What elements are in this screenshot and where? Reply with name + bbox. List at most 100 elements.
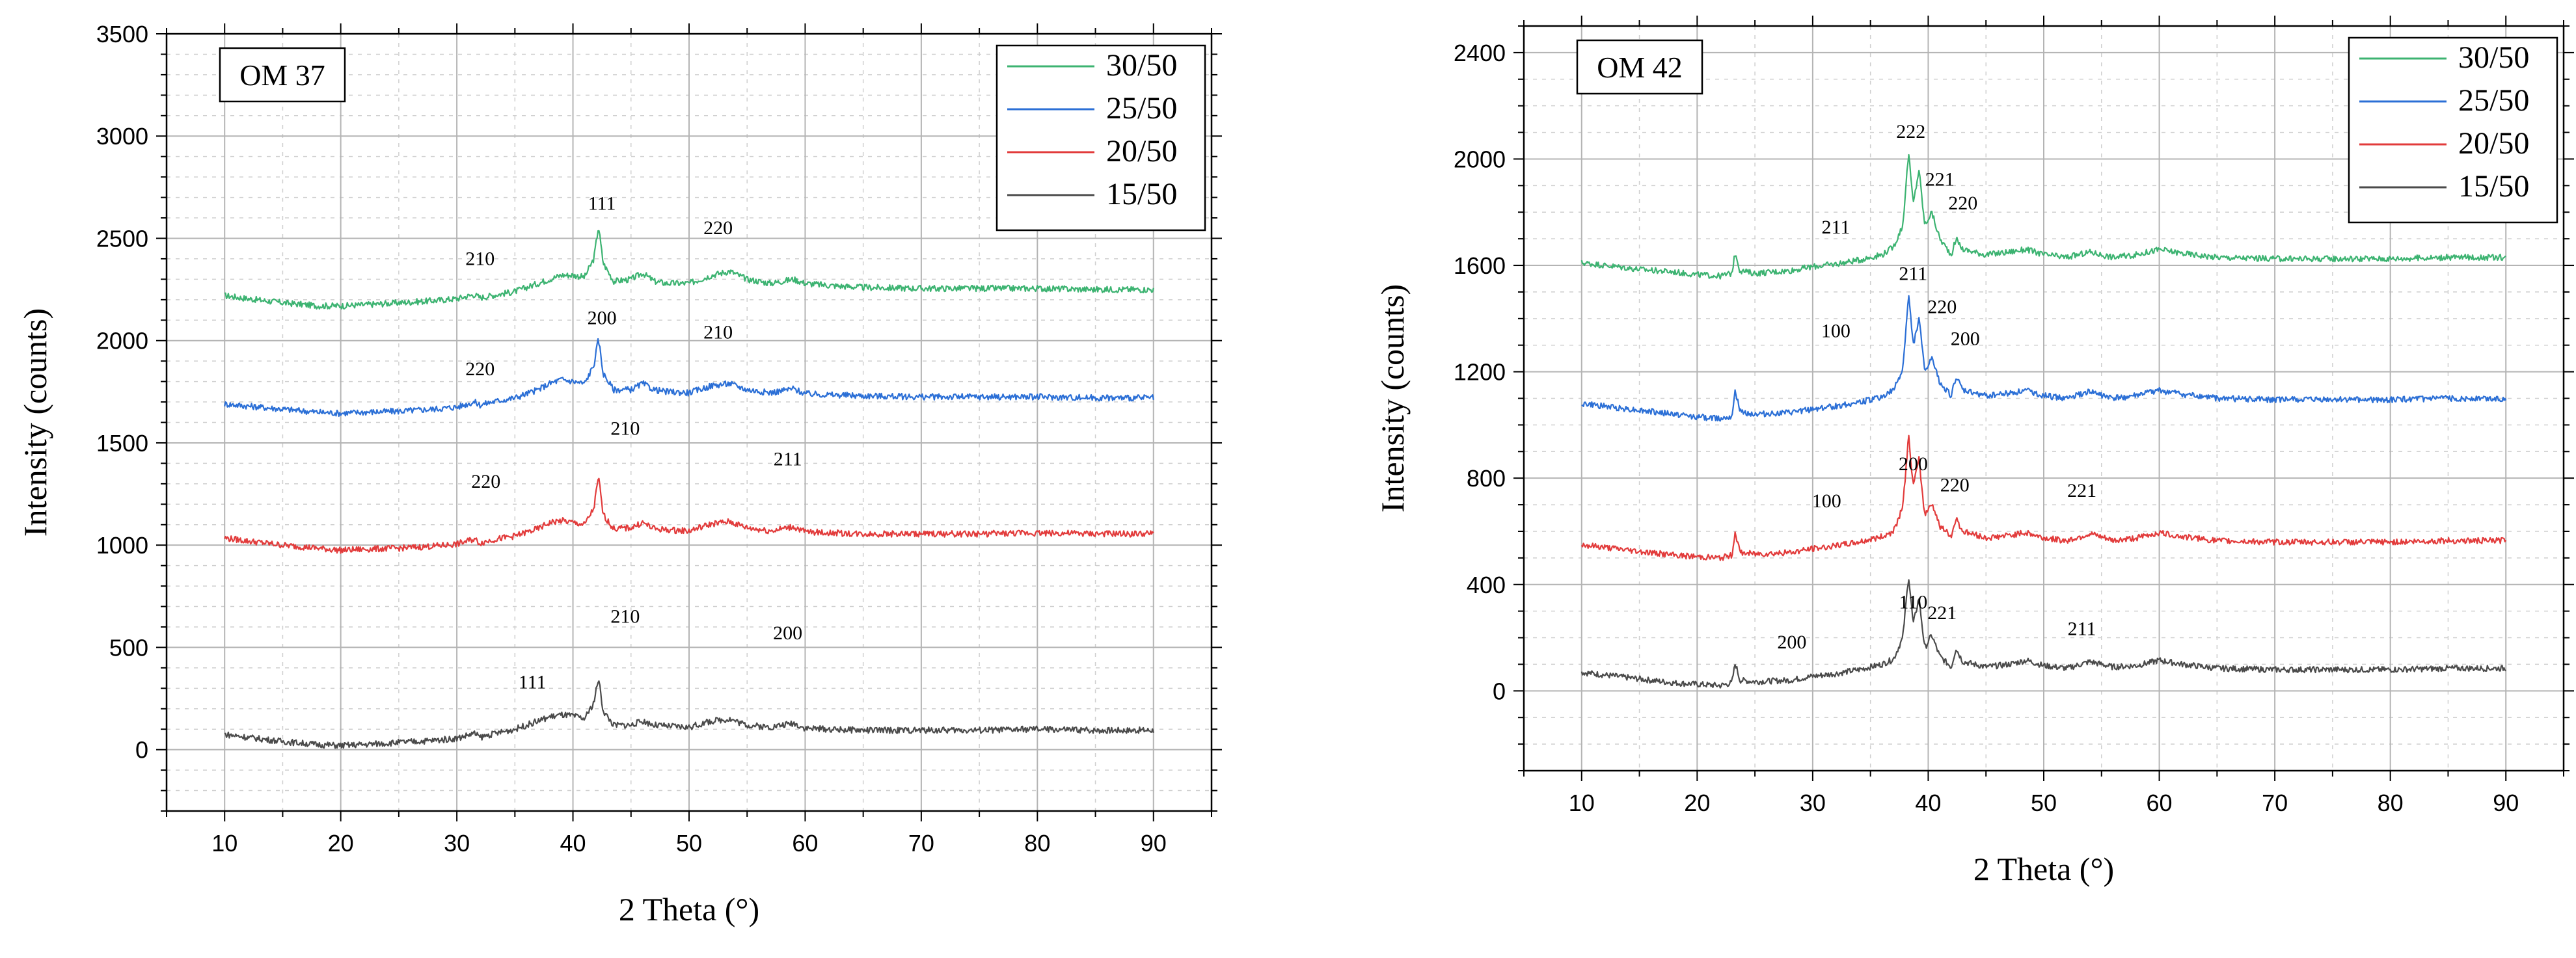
- legend-label: 25/50: [2458, 83, 2529, 118]
- x-tick-label: 20: [328, 830, 354, 857]
- x-tick-label: 90: [1141, 830, 1167, 857]
- legend-box: [2348, 36, 2558, 224]
- y-tick-label: 0: [1493, 678, 1506, 704]
- peak-label: 211: [1899, 263, 1927, 285]
- peak-label: 221: [2067, 480, 2096, 501]
- x-axis-title: 2 Theta (°): [619, 891, 759, 927]
- legend-label: 20/50: [1106, 134, 1177, 168]
- peak-label: 220: [1940, 475, 1970, 496]
- legend: 30/50 25/50 20/50 15/50: [996, 44, 1206, 232]
- x-tick-label: 90: [2493, 790, 2519, 816]
- grid-layer: [166, 33, 1212, 812]
- x-tick-label: 50: [676, 830, 702, 857]
- peak-label: 111: [588, 193, 616, 214]
- tick-layer: 10 20 30 40 50 60 70 80 90 0 400 800 1200 1600 2000 240…: [1454, 16, 2574, 816]
- series-line-25-50: [1581, 295, 2507, 422]
- series-line-15-50: [1580, 579, 2506, 689]
- series-line-30-50: [1580, 153, 2506, 280]
- peak-label: 221: [1925, 168, 1955, 190]
- tick-layer: 10 20 30 40 50 60 70 80 90 0 500 1000 1500 2000 2500 30…: [96, 21, 1222, 857]
- series-layer: [224, 230, 1154, 749]
- y-tick-label: 1600: [1454, 252, 1506, 279]
- x-tick-label: 60: [792, 830, 818, 857]
- y-tick-label: 1200: [1454, 359, 1506, 386]
- x-axis-title: 2 Theta (°): [1973, 851, 2114, 887]
- x-tick-label: 30: [1800, 790, 1826, 816]
- peak-label: 210: [610, 418, 640, 439]
- y-tick-label: 2000: [96, 328, 148, 354]
- peak-label: 210: [465, 248, 495, 269]
- peak-label: 220: [703, 217, 733, 239]
- x-tick-label: 40: [1915, 790, 1941, 816]
- x-tick-label: 40: [560, 830, 586, 857]
- peak-label: 220: [471, 471, 500, 492]
- x-tick-label: 10: [211, 830, 237, 857]
- peak-label: 211: [2068, 618, 2096, 639]
- peak-label: 211: [1821, 217, 1850, 238]
- x-tick-label: 30: [444, 830, 470, 857]
- peak-label: 210: [610, 606, 640, 628]
- legend-label: 30/50: [1106, 48, 1177, 83]
- legend-label: 30/50: [2458, 40, 2529, 75]
- peak-label: 220: [1927, 297, 1957, 318]
- peak-label: 200: [1777, 632, 1806, 653]
- peak-label: 200: [773, 622, 802, 644]
- series-line-20-50: [1580, 434, 2507, 561]
- x-tick-label: 10: [1569, 790, 1595, 816]
- series-line-15-50: [224, 680, 1154, 749]
- peak-label: 222: [1896, 121, 1925, 142]
- peak-label: 100: [1812, 490, 1841, 512]
- y-tick-label: 1000: [96, 532, 148, 559]
- peak-label: 220: [465, 358, 495, 380]
- series-layer: [1580, 153, 2507, 689]
- legend-label: 25/50: [1106, 91, 1177, 126]
- chart-title: OM 37: [239, 59, 325, 92]
- peak-label: 200: [588, 308, 617, 329]
- chart-title-box: [219, 47, 346, 103]
- peak-label: 200: [1951, 328, 1980, 350]
- x-tick-label: 20: [1684, 790, 1710, 816]
- series-line-30-50: [224, 230, 1154, 310]
- legend-label: 15/50: [2458, 169, 2529, 204]
- x-tick-label: 50: [2031, 790, 2057, 816]
- legend-box: [996, 44, 1206, 232]
- series-line-20-50: [224, 477, 1154, 554]
- annotation-layer: 210 111 220 220 200 210 210 220 211 210 200 111: [465, 193, 802, 693]
- x-tick-label: 70: [908, 830, 934, 857]
- x-tick-label: 80: [2378, 790, 2404, 816]
- peak-label: 210: [703, 322, 733, 343]
- series-line-25-50: [224, 338, 1154, 418]
- peak-label: 221: [1927, 602, 1957, 624]
- y-tick-label: 800: [1467, 465, 1506, 492]
- chart-panel-om42: 222 221 220 211 211 220 200 100 200 220 221 100 110 2…: [1366, 0, 2576, 958]
- peak-label: 111: [519, 671, 547, 693]
- y-tick-label: 400: [1467, 572, 1506, 598]
- legend-label: 20/50: [2458, 126, 2529, 161]
- x-tick-label: 80: [1024, 830, 1050, 857]
- y-tick-label: 3500: [96, 21, 148, 47]
- peak-label: 200: [1899, 453, 1928, 475]
- legend: 30/50 25/50 20/50 15/50: [2348, 36, 2558, 224]
- y-tick-label: 3000: [96, 123, 148, 150]
- chart-title-box: [1576, 39, 1703, 95]
- peak-label: 110: [1899, 592, 1927, 613]
- y-axis-title: Intensity (counts): [17, 308, 53, 537]
- peak-label: 211: [774, 449, 802, 470]
- y-axis-title: Intensity (counts): [1374, 284, 1411, 512]
- y-tick-label: 1500: [96, 430, 148, 457]
- peak-label: 220: [1948, 193, 1977, 214]
- legend-label: 15/50: [1106, 177, 1177, 211]
- y-tick-label: 2000: [1454, 146, 1506, 172]
- y-tick-label: 2400: [1454, 40, 1506, 66]
- chart-panel-om37: 210 111 220 220 200 210 210 220 211 210 200 111 10 20…: [0, 0, 1275, 958]
- y-tick-label: 500: [109, 634, 148, 661]
- peak-label: 100: [1821, 320, 1851, 341]
- y-tick-label: 0: [135, 737, 148, 764]
- x-tick-label: 70: [2262, 790, 2288, 816]
- y-tick-label: 2500: [96, 225, 148, 252]
- chart-title: OM 42: [1597, 51, 1683, 84]
- x-tick-label: 60: [2147, 790, 2173, 816]
